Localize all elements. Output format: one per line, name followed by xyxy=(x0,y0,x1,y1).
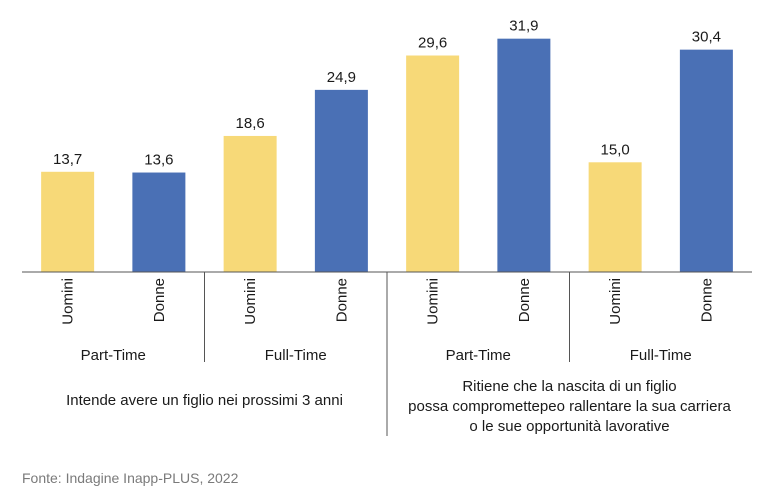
data-label: 30,4 xyxy=(692,29,721,46)
bar xyxy=(41,171,95,272)
data-label: 13,7 xyxy=(53,151,82,168)
category-label: Donne xyxy=(698,278,715,322)
source-note: Fonte: Indagine Inapp-PLUS, 2022 xyxy=(22,470,239,486)
category-label: Uomini xyxy=(242,278,259,325)
supergroup-label: Intende avere un figlio nei prossimi 3 a… xyxy=(66,392,343,409)
group-label: Full-Time xyxy=(265,347,327,364)
category-label: Donne xyxy=(516,278,533,322)
category-label: Donne xyxy=(333,278,350,322)
category-label: Uomini xyxy=(607,278,624,325)
bar xyxy=(223,135,277,272)
group-label: Part-Time xyxy=(81,347,146,364)
bar xyxy=(406,55,460,272)
group-label: Part-Time xyxy=(446,347,511,364)
supergroup-label: possa comprometteреo rallentare la sua c… xyxy=(408,398,731,415)
data-label: 24,9 xyxy=(327,69,356,86)
data-label: 15,0 xyxy=(601,141,630,158)
data-label: 18,6 xyxy=(236,115,265,132)
category-label: Donne xyxy=(151,278,168,322)
category-label: Uomini xyxy=(425,278,442,325)
supergroup-label: Ritiene che la nascita di un figlio xyxy=(462,378,676,395)
bar xyxy=(679,49,733,273)
bar xyxy=(132,172,186,272)
group-label: Full-Time xyxy=(630,347,692,364)
bar xyxy=(588,162,642,272)
bar xyxy=(314,89,368,273)
category-label: Uomini xyxy=(60,278,77,325)
data-label: 31,9 xyxy=(509,18,538,35)
supergroup-label: o le sue opportunità lavorative xyxy=(469,418,669,435)
bar xyxy=(497,38,551,272)
data-label: 13,6 xyxy=(144,152,173,169)
data-label: 29,6 xyxy=(418,35,447,52)
